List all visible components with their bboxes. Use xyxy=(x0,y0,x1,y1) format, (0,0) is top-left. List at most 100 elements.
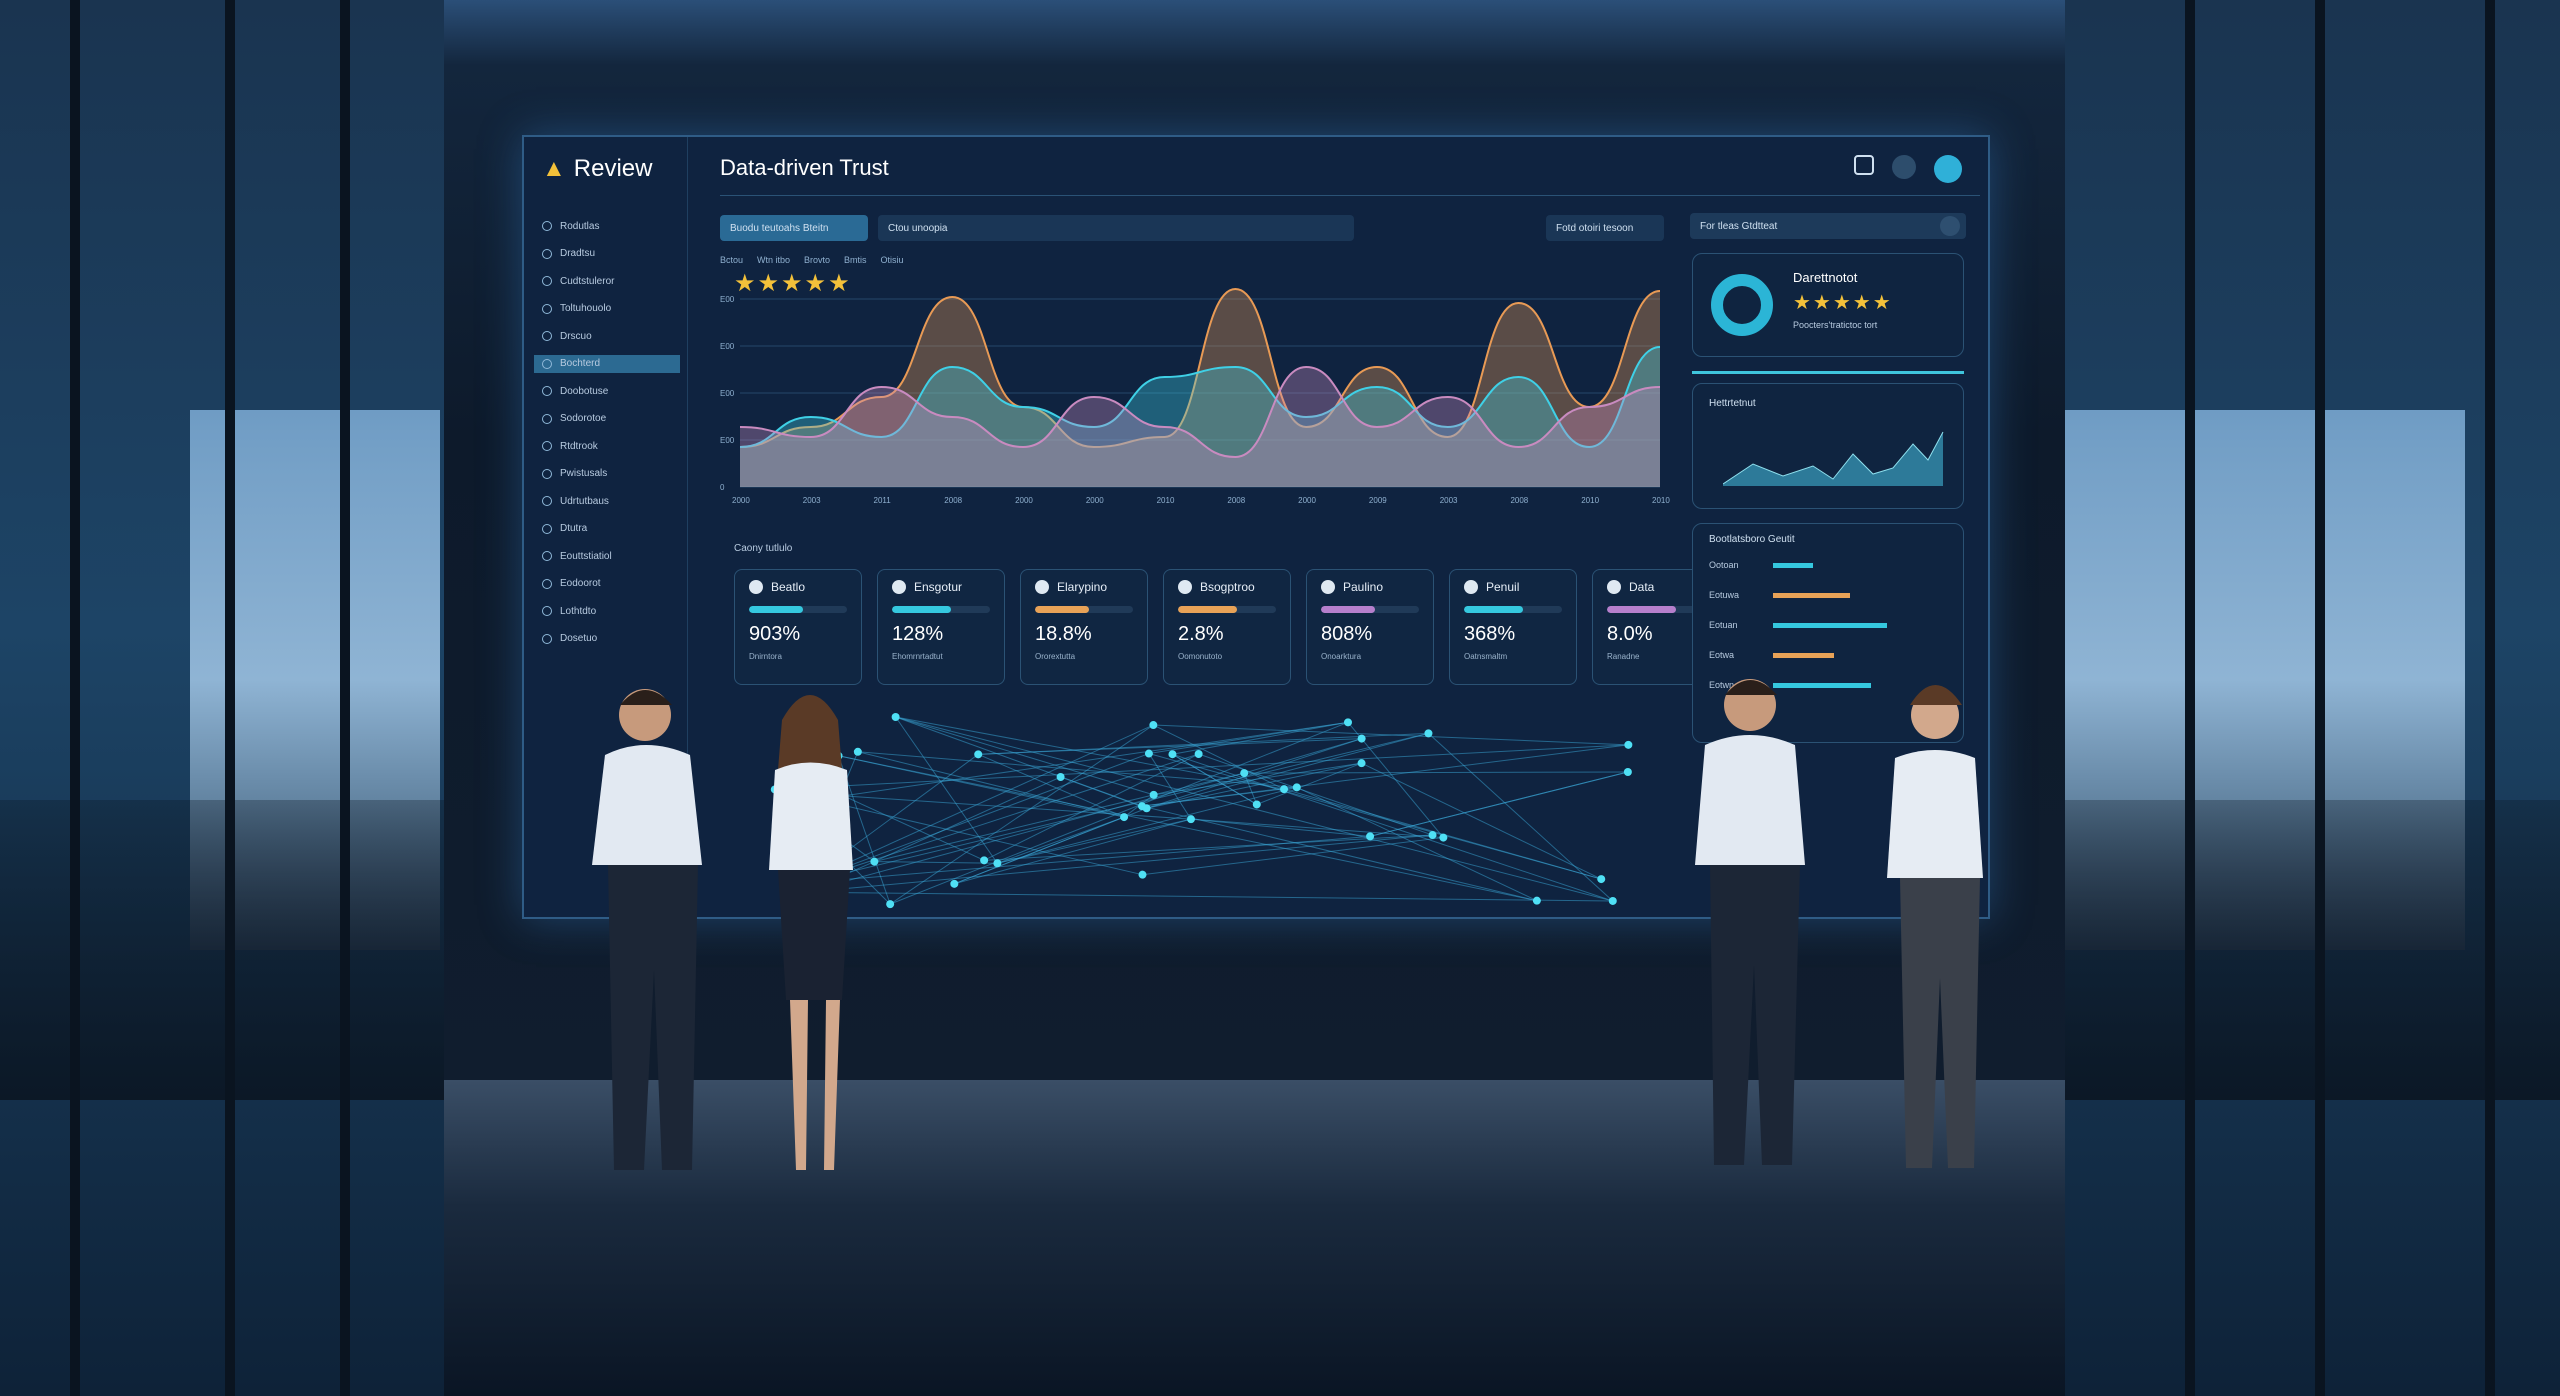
mullion xyxy=(2485,0,2495,1396)
metric-icon xyxy=(1178,580,1192,594)
x-tick: 2000 xyxy=(732,496,750,505)
sidebar-item[interactable]: Cudtstuleror xyxy=(534,272,680,290)
x-tick: 2010 xyxy=(1652,496,1670,505)
network-node xyxy=(891,713,900,722)
metric-caption: Ranadne xyxy=(1607,652,1640,661)
divider xyxy=(720,195,1980,196)
metric-card[interactable]: Beatlo 903% Dnirntora xyxy=(734,569,862,685)
y-tick: 0 xyxy=(720,483,725,492)
list-row[interactable]: Eotwa xyxy=(1709,650,1949,660)
network-edge xyxy=(1153,724,1285,790)
network-node xyxy=(1623,767,1632,776)
series-area xyxy=(740,347,1660,487)
brand-name: Review xyxy=(573,155,653,182)
sidebar-item[interactable]: Eodoorot xyxy=(534,575,680,593)
metric-card[interactable]: Ensgotur 128% Ehomrnrtadtut xyxy=(877,569,1005,685)
network-edge xyxy=(1148,753,1192,820)
progress-bar xyxy=(1321,606,1419,613)
sidebar-item[interactable]: Toltuhouolo xyxy=(534,300,680,318)
shield-icon[interactable] xyxy=(1940,216,1960,236)
metric-value: 18.8% xyxy=(1035,623,1092,645)
person-man-right xyxy=(1695,679,1805,1165)
sidebar-item-label: Dtutra xyxy=(560,523,588,534)
top-button[interactable]: Fotd otoiri tesoon xyxy=(1546,215,1664,241)
series-area xyxy=(740,367,1660,487)
network-edge xyxy=(874,794,1154,863)
item-icon xyxy=(542,441,552,451)
sidebar-item[interactable]: Drscuo xyxy=(534,327,680,345)
sidebar-item[interactable]: Dosetuo xyxy=(534,630,680,648)
progress-bar xyxy=(1464,606,1562,613)
sidebar-item-label: Sodorotoe xyxy=(560,413,607,424)
item-icon xyxy=(542,633,552,644)
list-row[interactable]: Eotuan xyxy=(1709,620,1949,630)
item-icon xyxy=(542,358,552,369)
sidebar-item[interactable]: Sodorotoe xyxy=(534,410,680,428)
mullion xyxy=(340,0,350,1396)
item-icon xyxy=(542,303,552,314)
sidebar-item[interactable]: Rtdtrook xyxy=(534,437,680,455)
network-node xyxy=(1624,740,1633,749)
network-edge xyxy=(1361,762,1602,880)
item-icon xyxy=(542,386,552,396)
sidebar-item[interactable]: Dtutra xyxy=(534,520,680,538)
network-edge xyxy=(895,716,998,864)
network-edge xyxy=(1153,772,1245,796)
list-row[interactable]: Eotwn xyxy=(1709,680,1949,690)
sidebar-item-label: Dradtsu xyxy=(560,248,596,259)
metric-name: Elarypino xyxy=(1057,580,1108,594)
metric-icon xyxy=(892,580,906,594)
metric-caption: Ehomrnrtadtut xyxy=(892,652,943,661)
sidebar-item[interactable]: Doobotuse xyxy=(534,382,680,400)
item-icon xyxy=(542,468,552,479)
x-tick: 2009 xyxy=(1369,496,1387,505)
x-tick: 2003 xyxy=(803,496,821,505)
sidebar-item[interactable]: Dradtsu xyxy=(534,245,680,263)
metric-card[interactable]: Penuil 368% Oatnsmaltm xyxy=(1449,569,1577,685)
sidebar-item[interactable]: Lothtdto xyxy=(534,602,680,620)
list-row[interactable]: Ootoan xyxy=(1709,560,1949,570)
rating-subtitle: Poocters'tratictoc tort xyxy=(1793,320,1878,330)
sidebar-item[interactable]: Rodutlas xyxy=(534,217,680,235)
network-edge xyxy=(803,753,1199,884)
sidebar-item[interactable]: Eouttstiatiol xyxy=(534,547,680,565)
network-node xyxy=(1186,815,1195,824)
x-tick: 2000 xyxy=(1298,496,1316,505)
network-node xyxy=(950,879,959,888)
mini-chart-title: Hettrtetnut xyxy=(1709,398,1756,409)
metric-card[interactable]: Paulino 808% Onoarktura xyxy=(1306,569,1434,685)
network-edge xyxy=(1148,753,1602,880)
sidebar-item[interactable]: Bochterd xyxy=(534,354,680,373)
filter-input[interactable]: Ctou unoopia xyxy=(878,215,1354,241)
item-icon xyxy=(542,331,552,341)
network-edge xyxy=(997,818,1192,864)
metric-name: Paulino xyxy=(1343,580,1384,594)
list-row[interactable]: Eotuwa xyxy=(1709,590,1949,600)
network-node xyxy=(1280,785,1289,794)
network-edge xyxy=(1190,818,1371,837)
metric-value: 8.0% xyxy=(1607,623,1653,645)
metric-card[interactable]: Bsogptroo 2.8% Oomonutoto xyxy=(1163,569,1291,685)
legend-item: Otisiu xyxy=(880,255,904,265)
sidebar-item-label: Pwistusals xyxy=(560,468,608,479)
search-input[interactable]: For tleas Gtdtteat xyxy=(1690,213,1966,239)
people xyxy=(592,679,1983,1170)
x-tick: 2000 xyxy=(1086,496,1104,505)
network-edge xyxy=(857,751,1297,788)
metric-card[interactable]: Elarypino 18.8% Ororextutta xyxy=(1020,569,1148,685)
network-node xyxy=(1252,800,1261,809)
sidebar-item-label: Dosetuo xyxy=(560,633,598,644)
sidebar-item[interactable]: Pwistusals xyxy=(534,465,680,483)
network-node xyxy=(1357,759,1366,768)
sidebar-item-label: Rtdtrook xyxy=(560,440,598,452)
profile-icon[interactable] xyxy=(1934,155,1962,183)
metric-icon xyxy=(1321,580,1335,594)
progress-bar xyxy=(749,606,847,613)
sidebar-item[interactable]: Udrtutbaus xyxy=(534,492,680,510)
list-row-label: Eotuan xyxy=(1709,620,1738,630)
refresh-icon[interactable] xyxy=(1892,155,1916,179)
progress-bar xyxy=(1607,606,1705,613)
filter-button[interactable]: Buodu teutoahs Bteitn xyxy=(720,215,868,241)
metric-icon xyxy=(1607,580,1621,594)
video-icon[interactable] xyxy=(1854,155,1874,175)
